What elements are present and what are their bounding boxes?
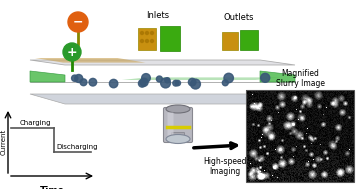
- Text: Outlets: Outlets: [224, 13, 254, 22]
- Circle shape: [165, 78, 170, 83]
- Polygon shape: [122, 77, 280, 80]
- FancyBboxPatch shape: [167, 112, 174, 138]
- Circle shape: [146, 40, 149, 43]
- Text: Charging: Charging: [20, 120, 51, 126]
- FancyBboxPatch shape: [240, 30, 258, 50]
- FancyBboxPatch shape: [164, 108, 192, 143]
- Circle shape: [151, 40, 154, 43]
- Circle shape: [68, 12, 88, 32]
- Ellipse shape: [166, 105, 190, 113]
- Circle shape: [191, 79, 200, 89]
- Circle shape: [261, 73, 270, 82]
- Circle shape: [146, 32, 149, 35]
- Polygon shape: [260, 71, 295, 82]
- Text: +: +: [67, 46, 77, 59]
- Circle shape: [80, 79, 87, 86]
- FancyBboxPatch shape: [160, 26, 180, 51]
- Polygon shape: [30, 71, 65, 82]
- Bar: [246, 90, 354, 182]
- Circle shape: [173, 80, 178, 86]
- FancyBboxPatch shape: [171, 132, 185, 142]
- Circle shape: [140, 78, 148, 86]
- FancyBboxPatch shape: [222, 32, 238, 50]
- Circle shape: [141, 40, 144, 43]
- Text: −: −: [73, 15, 83, 29]
- Circle shape: [175, 80, 181, 86]
- Circle shape: [139, 80, 146, 87]
- FancyBboxPatch shape: [138, 28, 156, 50]
- Polygon shape: [30, 94, 295, 104]
- Circle shape: [109, 79, 118, 88]
- Circle shape: [71, 75, 78, 81]
- Ellipse shape: [166, 135, 190, 143]
- Circle shape: [63, 43, 81, 61]
- Circle shape: [141, 32, 144, 35]
- Circle shape: [161, 78, 171, 88]
- Text: Discharging: Discharging: [56, 144, 98, 150]
- Text: Inlets: Inlets: [146, 11, 170, 20]
- Circle shape: [142, 74, 150, 82]
- Circle shape: [222, 80, 228, 86]
- Circle shape: [151, 32, 154, 35]
- Polygon shape: [35, 58, 145, 63]
- Circle shape: [75, 74, 83, 82]
- Polygon shape: [30, 60, 295, 65]
- Circle shape: [156, 76, 162, 82]
- Text: Time: Time: [40, 186, 64, 189]
- Text: High-speed
Imaging: High-speed Imaging: [203, 157, 247, 176]
- Text: Magnified
Slurry Image: Magnified Slurry Image: [276, 69, 325, 88]
- Circle shape: [89, 78, 97, 86]
- Circle shape: [188, 78, 196, 86]
- Text: Current: Current: [1, 129, 7, 155]
- Circle shape: [224, 73, 233, 83]
